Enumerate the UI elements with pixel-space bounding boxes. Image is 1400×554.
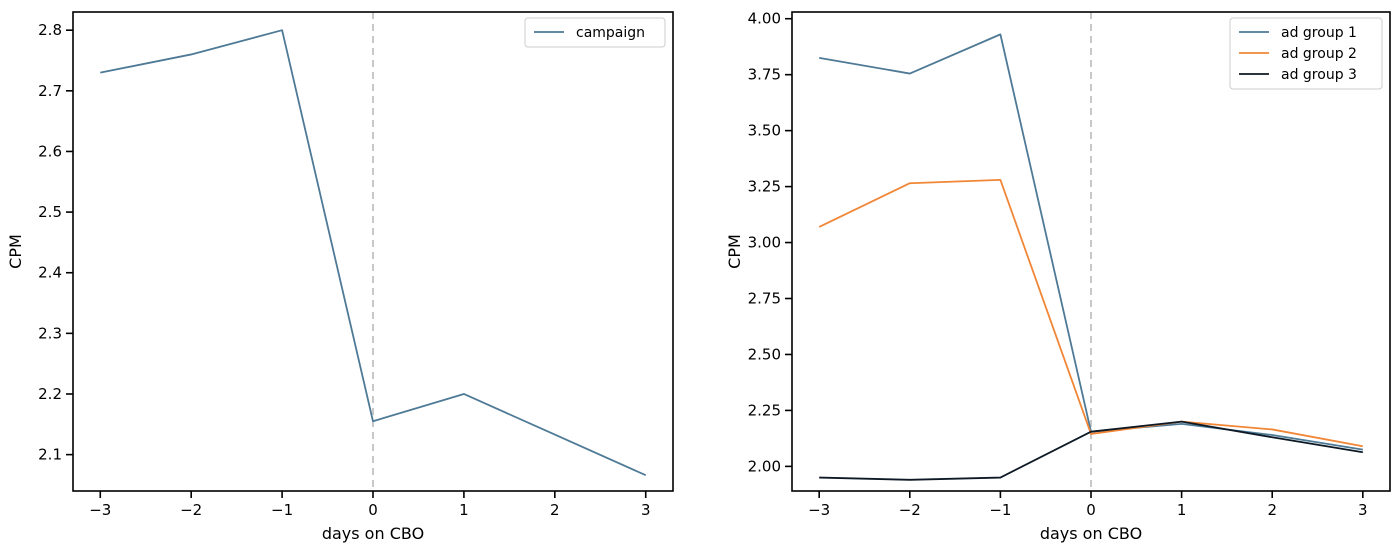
x-tick-label: −3 — [89, 501, 111, 519]
x-tick-label: −1 — [989, 501, 1011, 519]
y-tick-label: 2.8 — [38, 21, 62, 39]
x-tick-label: −1 — [271, 501, 293, 519]
x-tick-label: 1 — [459, 501, 469, 519]
y-tick-label: 2.1 — [38, 446, 62, 464]
legend-box — [524, 17, 666, 48]
ad-groups-cpm-chart: 2.00 2.25 2.50 2.75 3.00 3.25 3.50 3.75 4.00 −3 −… — [725, 10, 1391, 543]
y-tick-label: 2.6 — [38, 142, 62, 160]
y-tick-label: 2.25 — [748, 401, 781, 419]
legend: campaign — [524, 17, 666, 48]
x-tick-label: −2 — [899, 501, 921, 519]
y-tick-label: 3.25 — [748, 178, 781, 196]
y-tick-label: 2.00 — [748, 457, 781, 475]
y-tick-label: 3.75 — [748, 66, 781, 84]
legend-entry-label: ad group 1 — [1281, 25, 1357, 41]
campaign-cpm-chart: 2.1 2.2 2.3 2.4 2.5 2.6 2.7 2.8 −3 −2 −1 0 1 2 3 days… — [6, 11, 674, 543]
y-axis-label: CPM — [725, 234, 744, 269]
legend-entry-label: ad group 2 — [1281, 46, 1357, 62]
x-tick-label: 3 — [1358, 501, 1368, 519]
y-tick-label: 3.50 — [748, 122, 781, 140]
x-tick-label: 1 — [1177, 501, 1187, 519]
y-axis-label: CPM — [6, 234, 25, 269]
y-tick-label: 2.50 — [748, 345, 781, 363]
x-tick-label: 2 — [1267, 501, 1277, 519]
x-tick-label: 0 — [1086, 501, 1096, 519]
series-line-campaign — [100, 29, 647, 477]
y-tick-label: 2.5 — [38, 203, 62, 221]
x-tick-label: 3 — [641, 501, 651, 519]
x-tick-label: −3 — [808, 501, 830, 519]
series-line-ad-group-2 — [818, 178, 1363, 448]
legend-box — [1229, 17, 1383, 90]
legend-entry-label: campaign — [576, 25, 645, 41]
y-tick-label: 4.00 — [748, 10, 781, 28]
x-axis-label: days on CBO — [1040, 524, 1142, 543]
series-line-ad-group-3 — [819, 420, 1363, 481]
y-tick-label: 2.7 — [38, 82, 62, 100]
legend-entry-label: ad group 3 — [1281, 67, 1357, 83]
y-tick-label: 2.75 — [748, 290, 781, 308]
y-tick-label: 2.4 — [38, 264, 62, 282]
legend: ad group 1 ad group 2 ad group 3 — [1229, 17, 1383, 90]
x-axis-label: days on CBO — [322, 524, 424, 543]
y-tick-label: 2.3 — [38, 324, 62, 342]
y-tick-label: 3.00 — [748, 234, 781, 252]
plot-frame — [72, 11, 674, 492]
x-tick-label: −2 — [180, 501, 202, 519]
y-tick-label: 2.2 — [38, 385, 62, 403]
plot-frame — [791, 11, 1391, 492]
x-tick-label: 2 — [550, 501, 560, 519]
x-tick-label: 0 — [368, 501, 378, 519]
